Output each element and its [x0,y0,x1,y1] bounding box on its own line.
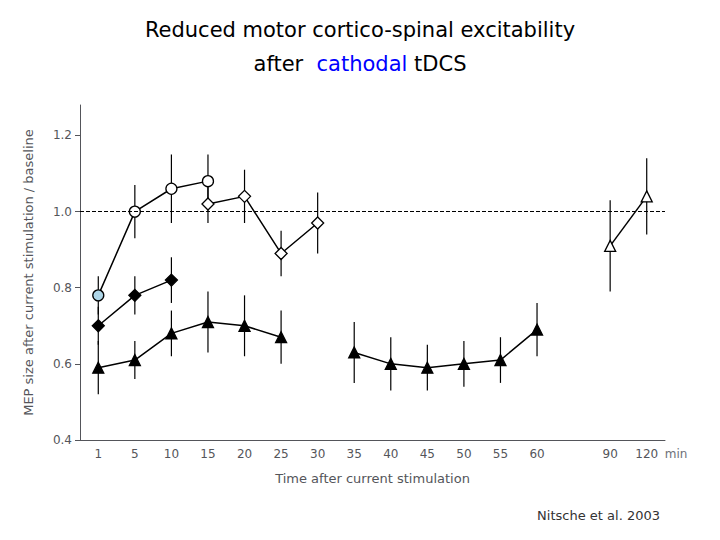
svg-text:35: 35 [347,447,362,461]
svg-text:25: 25 [273,447,288,461]
svg-text:Nitsche et al. 2003: Nitsche et al. 2003 [537,508,660,523]
svg-text:Reduced motor cortico-spinal e: Reduced motor cortico-spinal excitabilit… [145,18,575,42]
svg-text:min: min [665,447,688,461]
svg-text:after: after [254,52,317,76]
svg-text:30: 30 [310,447,325,461]
svg-text:0.4: 0.4 [53,433,72,447]
svg-text:20: 20 [237,447,252,461]
svg-text:10: 10 [164,447,179,461]
svg-text:1.2: 1.2 [53,128,72,142]
svg-text:5: 5 [131,447,139,461]
svg-text:45: 45 [420,447,435,461]
svg-text:40: 40 [383,447,398,461]
svg-text:cathodal: cathodal [317,52,408,76]
svg-text:1: 1 [94,447,102,461]
svg-text:55: 55 [493,447,508,461]
svg-text:0.6: 0.6 [53,357,72,371]
svg-text:90: 90 [603,447,618,461]
svg-text:MEP size after current stimula: MEP size after current stimulation / bas… [21,129,36,416]
svg-text:Time after current stimulation: Time after current stimulation [274,471,470,486]
svg-text:15: 15 [200,447,215,461]
svg-text:0.8: 0.8 [53,281,72,295]
svg-text:60: 60 [529,447,544,461]
svg-text:120: 120 [635,447,658,461]
svg-text:50: 50 [456,447,471,461]
svg-text:tDCS: tDCS [407,52,466,76]
svg-text:1.0: 1.0 [53,205,72,219]
